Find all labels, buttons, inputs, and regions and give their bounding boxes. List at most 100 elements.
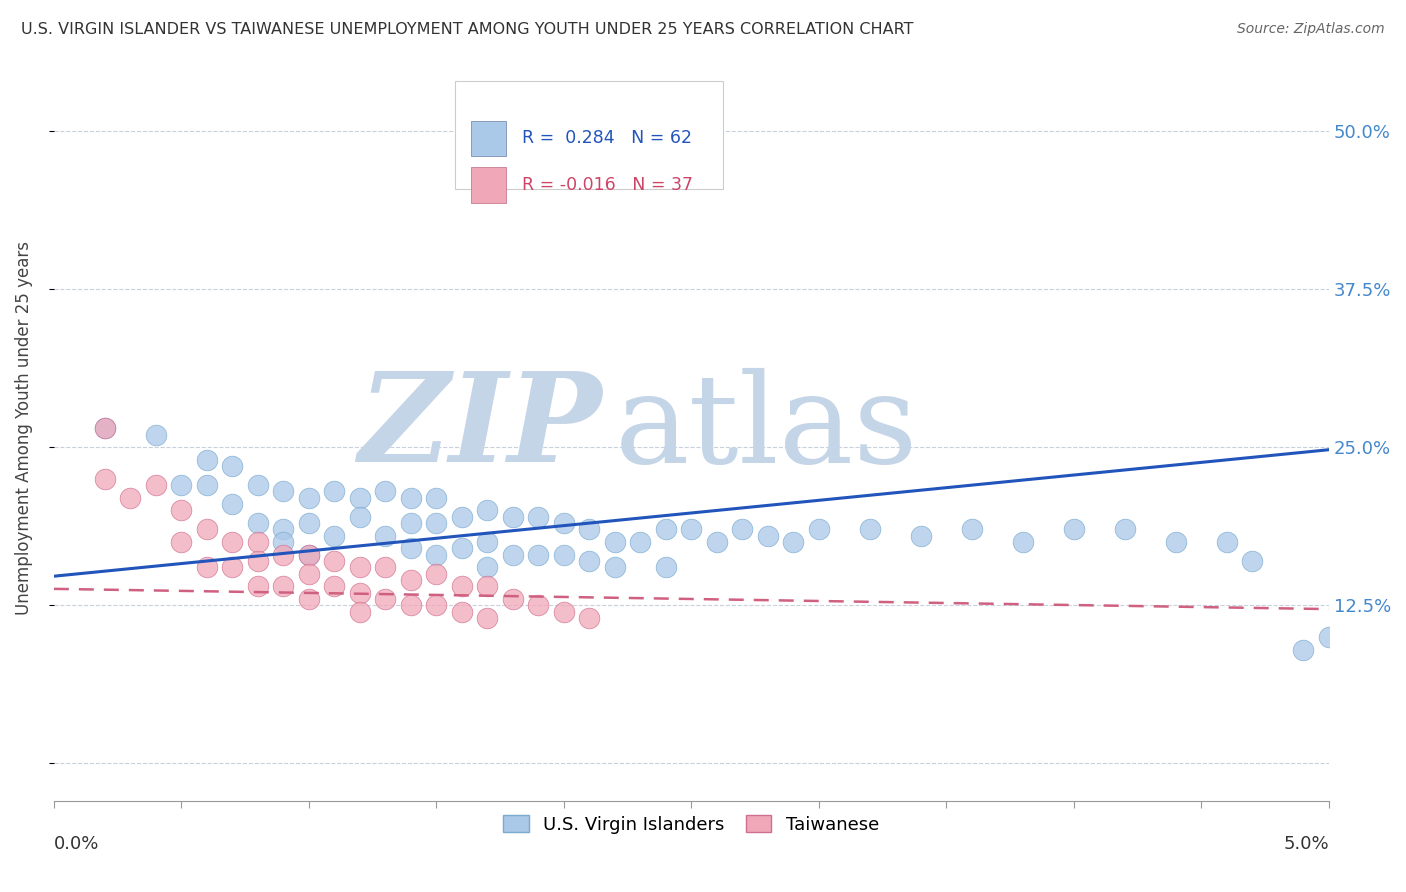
Point	[298, 516, 321, 530]
Point	[731, 523, 754, 537]
Point	[170, 478, 193, 492]
Text: ZIP: ZIP	[359, 368, 602, 489]
Point	[221, 459, 243, 474]
Point	[450, 579, 472, 593]
Point	[1241, 554, 1264, 568]
Point	[553, 605, 575, 619]
Point	[807, 523, 830, 537]
Point	[477, 579, 499, 593]
Point	[374, 529, 396, 543]
Point	[349, 605, 371, 619]
Point	[527, 548, 550, 562]
Point	[349, 491, 371, 505]
Point	[273, 523, 295, 537]
Point	[756, 529, 779, 543]
Point	[374, 484, 396, 499]
Point	[477, 560, 499, 574]
Point	[94, 421, 117, 435]
Point	[578, 523, 600, 537]
Point	[273, 484, 295, 499]
Point	[425, 491, 447, 505]
Point	[246, 579, 269, 593]
Point	[399, 573, 422, 587]
Point	[553, 548, 575, 562]
Point	[502, 509, 524, 524]
Point	[273, 535, 295, 549]
Point	[450, 605, 472, 619]
Point	[246, 516, 269, 530]
Point	[450, 541, 472, 556]
Point	[170, 503, 193, 517]
Point	[553, 516, 575, 530]
Text: atlas: atlas	[614, 368, 918, 489]
Point	[425, 516, 447, 530]
Point	[655, 523, 678, 537]
Point	[1292, 642, 1315, 657]
Point	[399, 599, 422, 613]
Point	[1011, 535, 1033, 549]
Point	[603, 560, 626, 574]
Point	[298, 491, 321, 505]
Point	[221, 497, 243, 511]
Point	[298, 591, 321, 606]
Point	[374, 560, 396, 574]
Point	[94, 421, 117, 435]
Point	[655, 560, 678, 574]
Text: U.S. VIRGIN ISLANDER VS TAIWANESE UNEMPLOYMENT AMONG YOUTH UNDER 25 YEARS CORREL: U.S. VIRGIN ISLANDER VS TAIWANESE UNEMPL…	[21, 22, 914, 37]
Point	[1317, 630, 1340, 644]
FancyBboxPatch shape	[456, 81, 723, 189]
Point	[910, 529, 932, 543]
Point	[681, 523, 703, 537]
Point	[94, 472, 117, 486]
Point	[246, 478, 269, 492]
Point	[527, 599, 550, 613]
Point	[273, 548, 295, 562]
Point	[349, 585, 371, 599]
Point	[323, 579, 346, 593]
Point	[221, 560, 243, 574]
Point	[425, 566, 447, 581]
Y-axis label: Unemployment Among Youth under 25 years: Unemployment Among Youth under 25 years	[15, 241, 32, 615]
Point	[1114, 523, 1136, 537]
Point	[527, 509, 550, 524]
Point	[477, 503, 499, 517]
Point	[399, 516, 422, 530]
Point	[399, 491, 422, 505]
Text: Source: ZipAtlas.com: Source: ZipAtlas.com	[1237, 22, 1385, 37]
Point	[502, 591, 524, 606]
Point	[1063, 523, 1085, 537]
Point	[298, 548, 321, 562]
Point	[120, 491, 142, 505]
Point	[425, 599, 447, 613]
Point	[399, 541, 422, 556]
Point	[425, 548, 447, 562]
Point	[374, 591, 396, 606]
Point	[502, 548, 524, 562]
Point	[706, 535, 728, 549]
Text: R =  0.284   N = 62: R = 0.284 N = 62	[522, 129, 692, 147]
Point	[221, 535, 243, 549]
Point	[1216, 535, 1239, 549]
Point	[195, 478, 218, 492]
Point	[628, 535, 651, 549]
Point	[145, 478, 167, 492]
Point	[195, 560, 218, 574]
Point	[349, 509, 371, 524]
Point	[195, 523, 218, 537]
Text: R = -0.016   N = 37: R = -0.016 N = 37	[522, 176, 693, 194]
Point	[603, 535, 626, 549]
Text: 0.0%: 0.0%	[53, 835, 100, 853]
Point	[1164, 535, 1187, 549]
Legend: U.S. Virgin Islanders, Taiwanese: U.S. Virgin Islanders, Taiwanese	[496, 807, 886, 841]
Point	[349, 560, 371, 574]
Point	[246, 554, 269, 568]
Point	[323, 484, 346, 499]
Point	[477, 611, 499, 625]
Point	[246, 535, 269, 549]
Point	[578, 611, 600, 625]
Point	[578, 554, 600, 568]
Point	[273, 579, 295, 593]
Point	[298, 548, 321, 562]
Point	[859, 523, 882, 537]
Point	[195, 453, 218, 467]
